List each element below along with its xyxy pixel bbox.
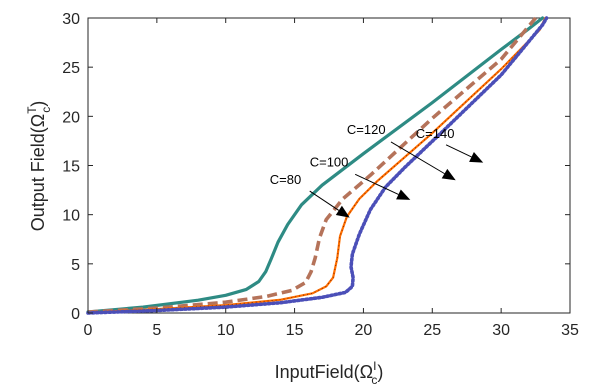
annotation-layer: C=80 C=100 C=120 C=140 [270, 122, 484, 218]
annotation-arrow-shaft [309, 190, 340, 211]
x-axis-title-sub: c [371, 373, 377, 387]
x-tick-label: 30 [492, 322, 510, 339]
x-axis-title-close: ) [377, 362, 383, 382]
annotation-arrowhead [469, 152, 484, 163]
y-axis-title-sup: T [25, 106, 39, 114]
x-tick-label: 5 [152, 322, 161, 339]
y-axis-title-base: Output Field(Ω [28, 114, 48, 232]
x-tick-label: 0 [84, 322, 93, 339]
annotation-arrow-shaft [445, 144, 472, 158]
y-axis-title-sub: c [39, 107, 53, 113]
y-tick-label: 5 [71, 257, 80, 274]
x-tick-label: 20 [355, 322, 373, 339]
annotation-label: C=100 [310, 154, 349, 169]
y-axis-title-close: ) [28, 101, 48, 107]
annotation-label: C=80 [270, 172, 301, 187]
annotation-arrow-shaft [390, 141, 445, 175]
x-axis-title: InputField(ΩI c) [275, 359, 384, 387]
x-tick-label: 15 [286, 322, 304, 339]
y-axis-ticks: 0 5 10 15 20 25 30 [62, 11, 570, 323]
y-axis-title: Output Field(ΩTc) [25, 101, 53, 232]
annotation-label: C=140 [416, 126, 455, 141]
y-tick-label: 20 [62, 109, 80, 126]
x-tick-label: 10 [217, 322, 235, 339]
annotation-arrowhead [396, 189, 411, 200]
series-line-2 [87, 16, 537, 314]
x-tick-label: 35 [561, 322, 579, 339]
series-line-1 [86, 16, 545, 314]
x-axis-title-sup: I [373, 359, 376, 373]
x-axis-ticks: 0 5 10 15 20 25 30 35 [84, 18, 579, 339]
annotation-arrow-shaft [354, 173, 399, 195]
series-line-4 [86, 16, 549, 315]
series-line-3 [86, 16, 547, 314]
annotation-arrowhead [335, 205, 350, 218]
y-tick-label: 0 [71, 306, 80, 323]
annotation-label: C=120 [347, 122, 386, 137]
y-tick-label: 25 [62, 60, 80, 77]
y-tick-label: 30 [62, 11, 80, 28]
series-layer [86, 16, 549, 315]
x-tick-label: 25 [423, 322, 441, 339]
annotation-arrowhead [441, 168, 456, 181]
x-axis-title-base: InputField(Ω [275, 362, 374, 382]
y-tick-label: 10 [62, 208, 80, 225]
y-tick-label: 15 [62, 159, 80, 176]
